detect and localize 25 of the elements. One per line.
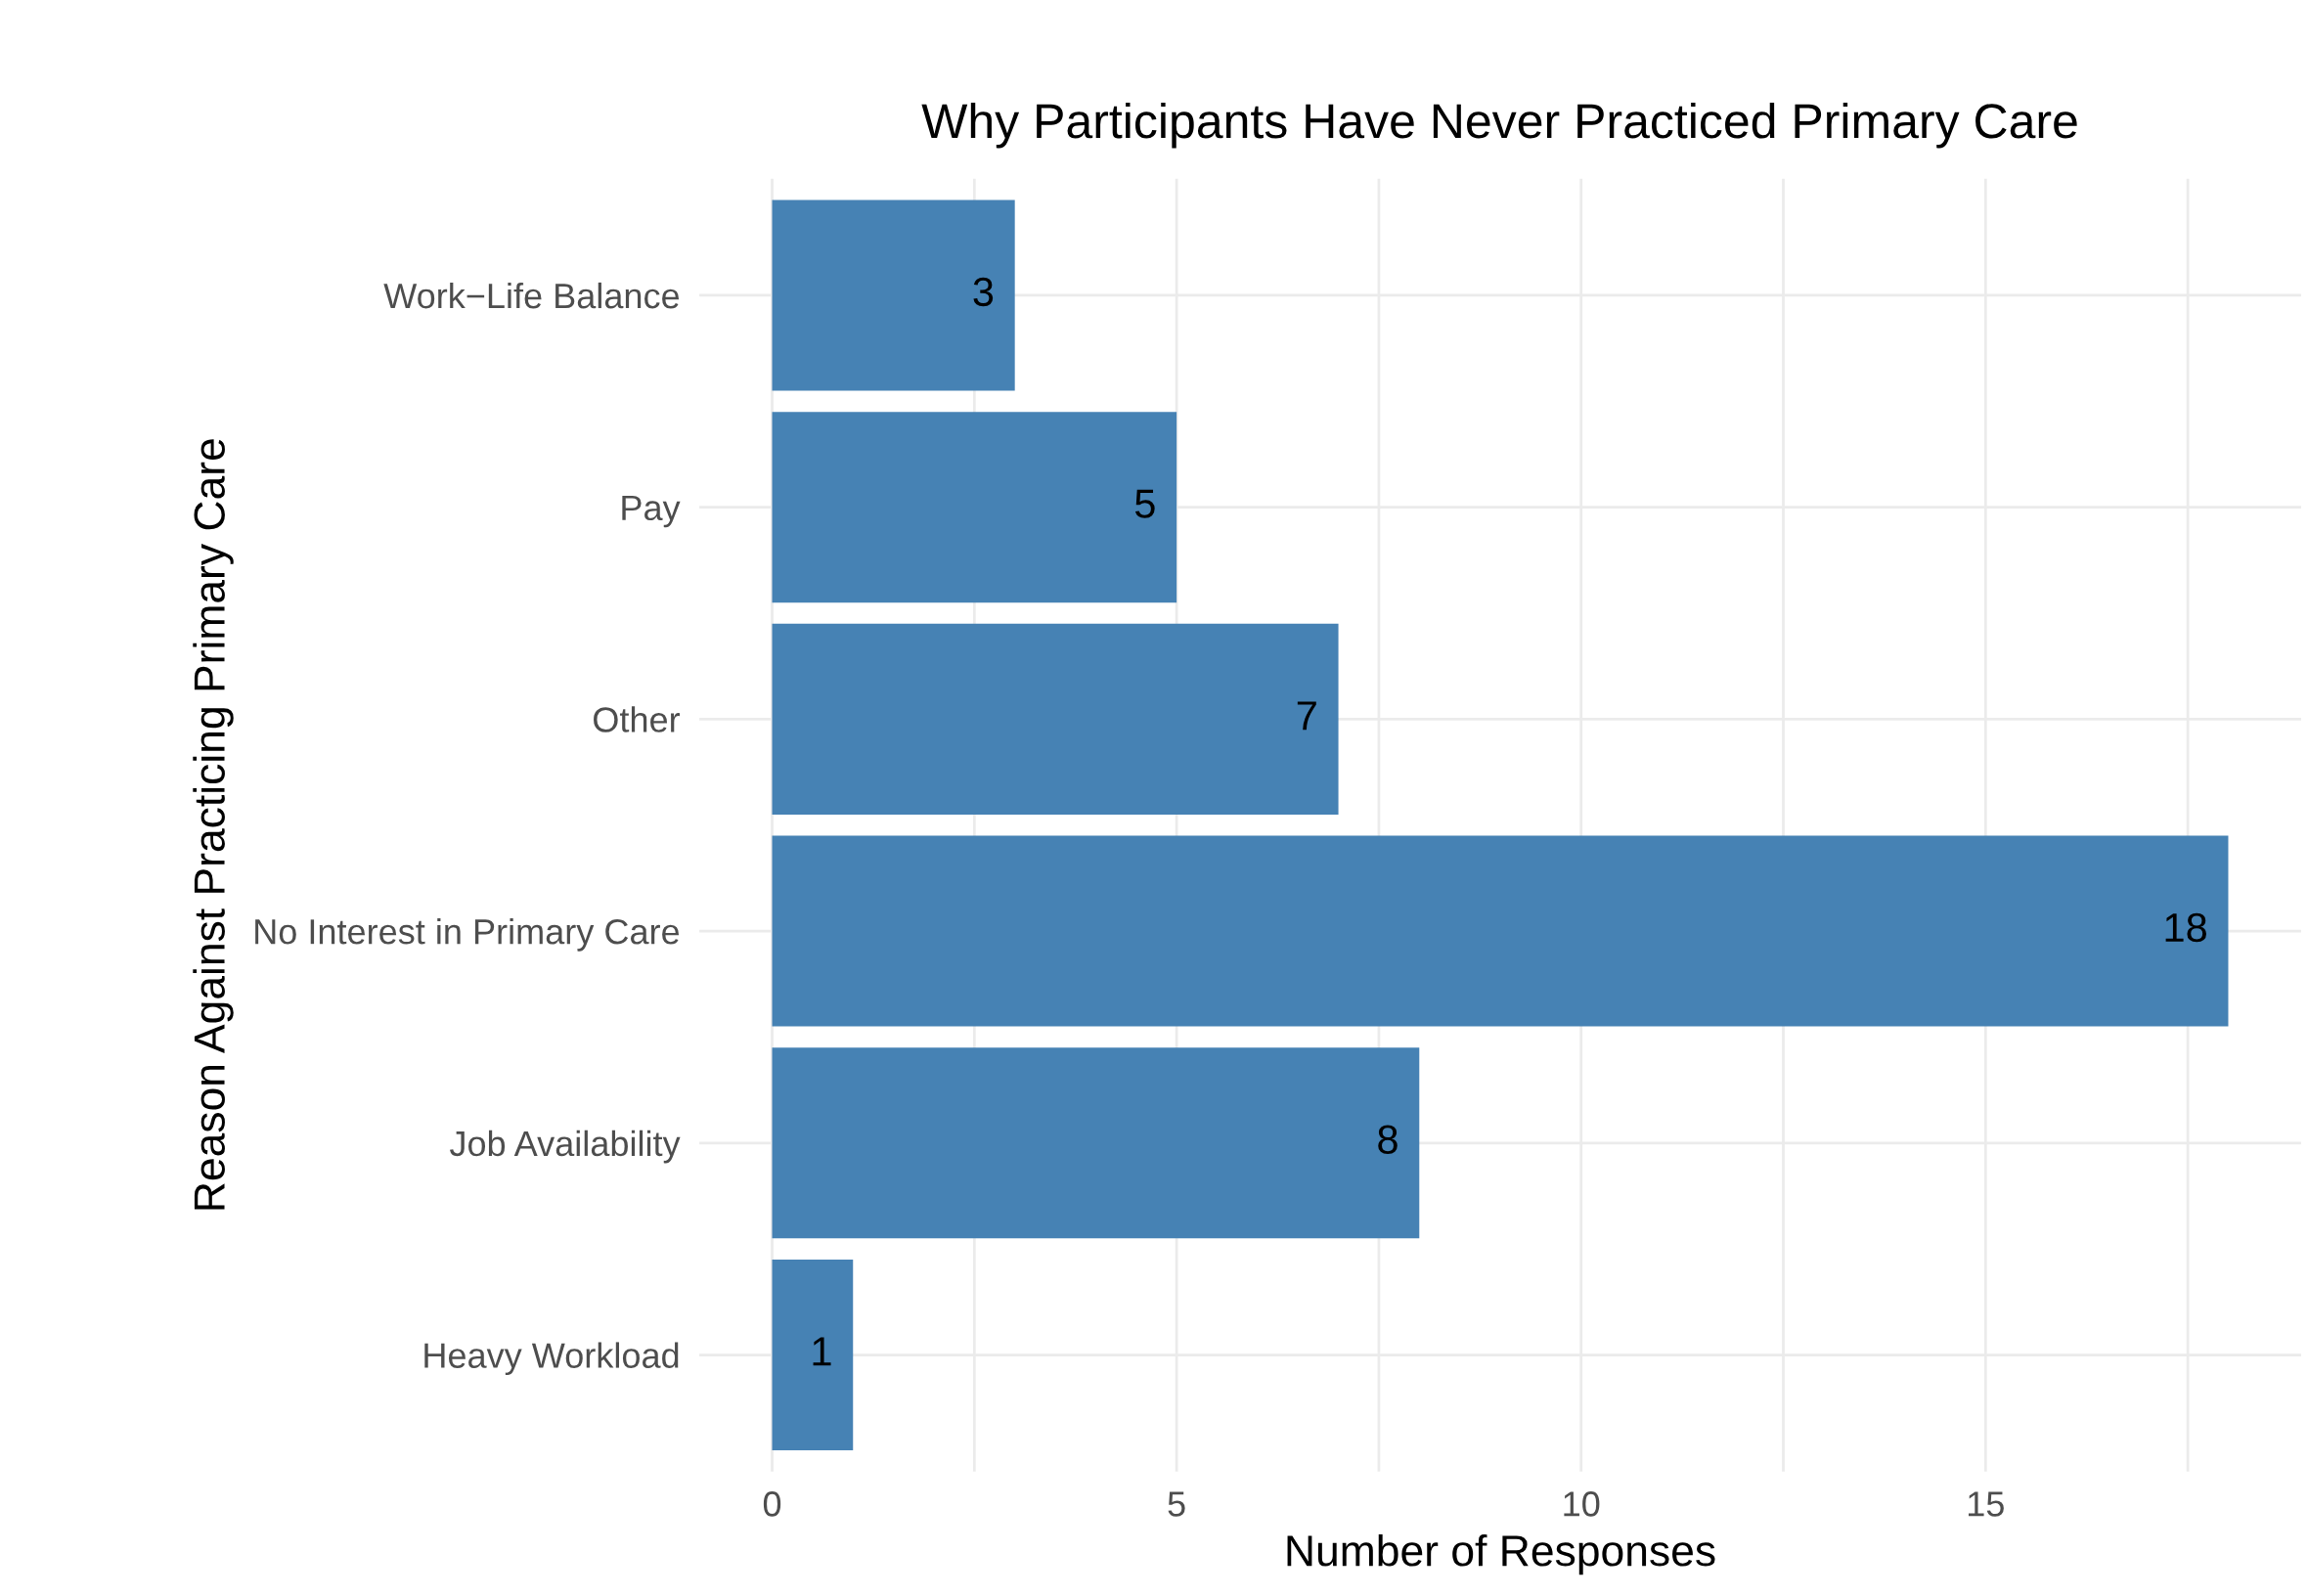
x-axis-title: Number of Responses — [1287, 1533, 1715, 1575]
y-tick-label: Job Availability — [449, 1130, 681, 1164]
y-tick-label: Other — [594, 706, 681, 732]
chart-title: Why Participants Have Never Practiced Primary Care — [921, 102, 2077, 149]
bar — [772, 412, 1177, 603]
x-tick-label: 0 — [763, 1491, 781, 1517]
data-label: 18 — [2165, 912, 2206, 943]
bar — [772, 623, 1339, 815]
x-tick-label: 10 — [1564, 1491, 1600, 1517]
data-label: 3 — [973, 277, 994, 307]
data-label: 1 — [813, 1337, 831, 1366]
bar — [772, 200, 1015, 391]
bar — [772, 1047, 1420, 1239]
x-tick-label: 15 — [1968, 1491, 2004, 1517]
bar — [772, 1260, 854, 1451]
data-label: 8 — [1378, 1125, 1398, 1154]
y-tick-label: Pay — [622, 495, 681, 528]
x-tick-label: 5 — [1168, 1491, 1185, 1517]
y-tick-label: No Interest in Primary Care — [255, 918, 680, 952]
bar — [772, 835, 2229, 1027]
y-tick-label: Heavy Workload — [424, 1342, 679, 1376]
y-tick-label: Work−Life Balance — [383, 282, 680, 309]
y-axis-title: Reason Against Practicing Primary Care — [193, 439, 234, 1210]
data-label: 7 — [1297, 701, 1316, 731]
data-label: 5 — [1134, 489, 1155, 518]
